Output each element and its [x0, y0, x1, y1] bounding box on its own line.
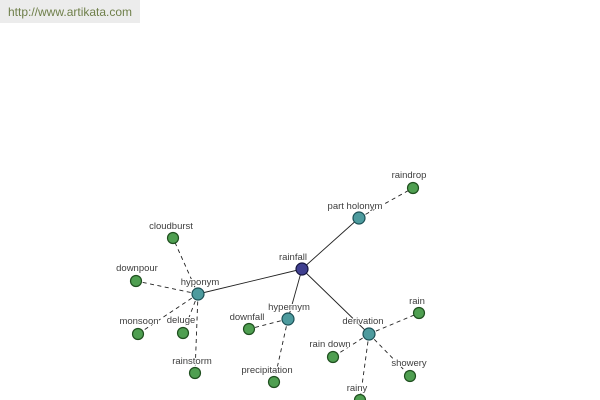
edge-rainfall-hyponym — [197, 268, 303, 295]
graph-node-label-precipitation[interactable]: precipitation — [240, 364, 293, 377]
graph-node-label-showery[interactable]: showery — [390, 357, 428, 370]
graph-node-label-deluge[interactable]: deluge — [166, 314, 197, 327]
graph-node-derivation[interactable] — [362, 327, 376, 341]
url-bar: http://www.artikata.com — [0, 0, 140, 23]
edge-rainfall-hypernym — [287, 268, 303, 320]
graph-node-label-monsoon[interactable]: monsoon — [118, 315, 159, 328]
graph-node-rainy[interactable] — [353, 393, 367, 400]
graph-node-hypernym[interactable] — [281, 312, 295, 326]
graph-node-label-raindrop[interactable]: raindrop — [391, 169, 428, 182]
graph-node-label-hypernym[interactable]: hypernym — [267, 301, 311, 314]
edge-part-holonym-raindrop — [358, 187, 414, 219]
graph-node-part-holonym[interactable] — [352, 211, 366, 225]
graph-node-label-rainstorm[interactable]: rainstorm — [171, 355, 213, 368]
graph-node-label-downpour[interactable]: downpour — [115, 262, 159, 275]
graph-node-label-rain[interactable]: rain — [408, 295, 426, 308]
graph-node-rain[interactable] — [412, 306, 426, 320]
graph-node-label-rain-down[interactable]: rain down — [308, 338, 351, 351]
edge-hyponym-rainstorm — [194, 293, 199, 374]
graph-node-deluge[interactable] — [176, 326, 190, 340]
graph-node-rain-down[interactable] — [326, 350, 340, 364]
graph-node-cloudburst[interactable] — [166, 231, 180, 245]
edge-hypernym-precipitation — [273, 318, 289, 383]
graph-node-label-hyponym[interactable]: hyponym — [180, 276, 221, 289]
edge-derivation-showery — [368, 333, 411, 377]
edge-rainfall-part-holonym — [301, 217, 360, 270]
graph-node-hyponym[interactable] — [191, 287, 205, 301]
graph-node-raindrop[interactable] — [406, 181, 420, 195]
edge-hyponym-monsoon — [137, 293, 199, 335]
edge-derivation-rain — [368, 312, 420, 335]
graph-node-label-rainy[interactable]: rainy — [346, 382, 369, 395]
graph-node-label-cloudburst[interactable]: cloudburst — [148, 220, 194, 233]
graph-node-downpour[interactable] — [129, 274, 143, 288]
graph-node-label-rainfall[interactable]: rainfall — [278, 251, 308, 264]
graph-node-rainstorm[interactable] — [188, 366, 202, 380]
graph-node-label-part-holonym[interactable]: part holonym — [327, 200, 384, 213]
edge-derivation-rainy — [359, 333, 370, 400]
graph-node-downfall[interactable] — [242, 322, 256, 336]
graph-node-showery[interactable] — [403, 369, 417, 383]
edge-hypernym-downfall — [248, 318, 289, 330]
graph-node-monsoon[interactable] — [131, 327, 145, 341]
edge-rainfall-derivation — [301, 268, 370, 335]
edge-hyponym-downpour — [135, 280, 199, 295]
graph-node-label-derivation[interactable]: derivation — [341, 315, 384, 328]
graph-node-rainfall[interactable] — [295, 262, 309, 276]
url-text: http://www.artikata.com — [8, 4, 133, 19]
graph-node-precipitation[interactable] — [267, 375, 281, 389]
graph-node-label-downfall[interactable]: downfall — [229, 311, 266, 324]
edge-hyponym-cloudburst — [172, 237, 199, 295]
